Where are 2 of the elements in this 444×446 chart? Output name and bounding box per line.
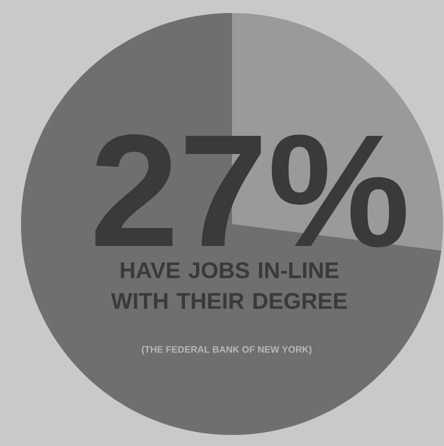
data-label: 27%	[95, 134, 406, 248]
text: (THE FEDERAL BANK OF NEW YORK)	[142, 346, 312, 355]
